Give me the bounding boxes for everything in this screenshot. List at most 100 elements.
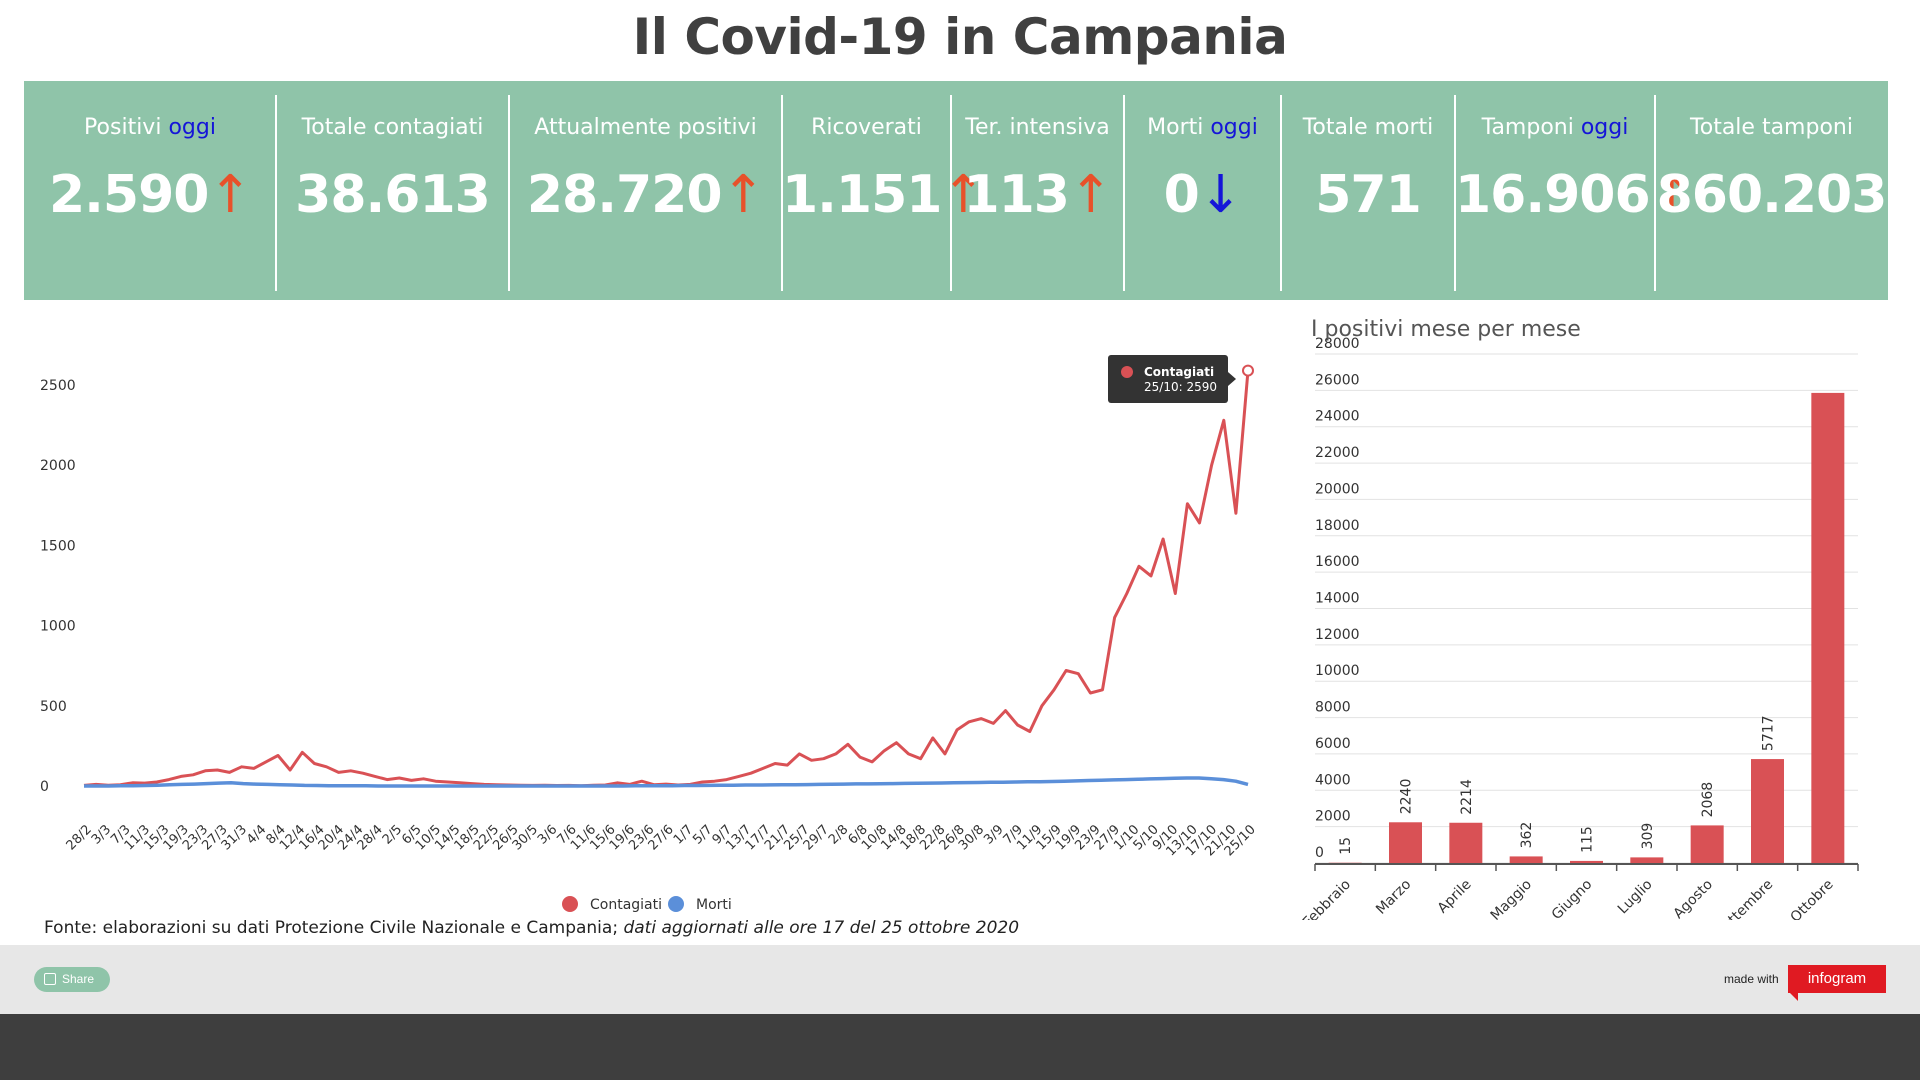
- stat-value-text: 28.720: [526, 165, 723, 225]
- stat-separator: [950, 95, 952, 291]
- infogram-logo[interactable]: infogram: [1788, 965, 1886, 993]
- stat-label: Ricoverati: [782, 115, 951, 140]
- stat-separator: [1280, 95, 1282, 291]
- bar-value-label: 309: [1640, 823, 1656, 850]
- arrow-up-icon: ↑: [721, 165, 766, 225]
- series-line-contagiati: [83, 370, 1250, 788]
- share-label: Share: [62, 972, 95, 986]
- stat-separator: [275, 95, 277, 291]
- bar-y-tick: 4000: [1315, 772, 1351, 788]
- bar-y-tick: 26000: [1315, 372, 1360, 388]
- stat-label-text: Totale contagiati: [301, 115, 484, 140]
- bar-category-label: Agosto: [1670, 877, 1716, 920]
- tooltip-dot: [1121, 366, 1133, 378]
- bar-y-tick: 2000: [1315, 809, 1351, 825]
- tooltip-series: Contagiati: [1144, 365, 1214, 379]
- stat-value: 113↑: [951, 165, 1124, 225]
- stat-0: Positivi oggi 2.590↑: [24, 81, 276, 300]
- arrow-up-icon: ↑: [1068, 165, 1113, 225]
- bar-value-label: 362: [1519, 822, 1535, 849]
- arrow-up-icon: ↑: [208, 165, 252, 225]
- stat-value: 2.590↑: [24, 165, 276, 225]
- stat-value-text: 860.203: [1656, 165, 1888, 225]
- share-icon: [44, 973, 56, 985]
- stat-value: 860.203: [1655, 165, 1888, 225]
- bar-category-label: Febbraio: [1300, 877, 1354, 920]
- stat-label-text: Ricoverati: [811, 115, 922, 140]
- bar-y-tick: 22000: [1315, 445, 1360, 461]
- arrow-down-icon: ↓: [1198, 165, 1243, 225]
- source-note: Fonte: elaborazioni su dati Protezione C…: [44, 918, 1019, 938]
- bar-value-label: 15: [1338, 837, 1354, 855]
- stat-2: Attualmente positivi 28.720↑: [509, 81, 782, 300]
- source-text: Fonte: elaborazioni su dati Protezione C…: [44, 918, 624, 938]
- stat-label: Totale contagiati: [276, 115, 509, 140]
- stat-label: Totale morti: [1281, 115, 1455, 140]
- arrow-up-icon: ↑: [941, 165, 985, 225]
- bar-category-label: Maggio: [1488, 877, 1535, 920]
- bar-aprile: [1449, 822, 1483, 863]
- stat-value-text: 38.613: [295, 165, 491, 225]
- stat-label: Morti oggi: [1124, 115, 1281, 140]
- stat-label-text: Positivi: [84, 115, 169, 140]
- bar-marzo: [1389, 822, 1422, 863]
- bar-luglio: [1630, 857, 1664, 863]
- made-with-text: made with: [1724, 972, 1779, 986]
- stat-value-text: 1.151: [782, 165, 942, 225]
- source-updated: dati aggiornati alle ore 17 del 25 ottob…: [623, 918, 1020, 938]
- bar-category-label: Aprile: [1435, 877, 1475, 917]
- legend-dot-morti: [668, 896, 684, 912]
- stat-label-oggi: oggi: [1210, 115, 1258, 140]
- stat-8: Totale tamponi 860.203: [1655, 81, 1888, 300]
- tooltip-value: 25/10: 2590: [1144, 380, 1217, 394]
- bar-giugno: [1570, 860, 1603, 863]
- stat-value-text: 571: [1315, 165, 1422, 225]
- line-y-tick: 0: [40, 779, 49, 795]
- stat-separator: [508, 95, 510, 291]
- bar-agosto: [1690, 825, 1724, 863]
- stat-label-text: Totale tamponi: [1690, 115, 1853, 140]
- stat-separator: [1654, 95, 1656, 291]
- tooltip-box: [1108, 355, 1228, 403]
- tooltip-pointer: [1228, 372, 1236, 386]
- bar-y-tick: 0: [1315, 845, 1324, 861]
- stat-separator: [1454, 95, 1456, 291]
- bar-y-tick: 18000: [1315, 518, 1360, 534]
- bar-category-label: Ottobre: [1788, 877, 1837, 920]
- bar-y-tick: 8000: [1315, 700, 1351, 716]
- stat-value: 16.906↑: [1455, 165, 1693, 225]
- logo-tail: [1788, 991, 1798, 1001]
- bar-y-tick: 24000: [1315, 409, 1360, 425]
- share-button[interactable]: Share: [34, 967, 110, 992]
- stat-5: Morti oggi 0↓: [1124, 81, 1281, 300]
- stat-label-text: Tamponi: [1481, 115, 1581, 140]
- stat-label-text: Attualmente positivi: [534, 115, 757, 140]
- bar-value-label: 5717: [1761, 715, 1777, 751]
- bar-ottobre: [1811, 392, 1845, 863]
- stat-separator: [1123, 95, 1125, 291]
- bar-maggio: [1509, 856, 1543, 863]
- stat-4: Ter. intensiva 113↑: [951, 81, 1124, 300]
- stat-label: Totale tamponi: [1655, 115, 1888, 140]
- stat-label-text: Morti: [1147, 115, 1211, 140]
- stat-value-text: 16.906: [1455, 165, 1651, 225]
- stat-value: 0↓: [1124, 165, 1281, 225]
- bar-category-label: Settembre: [1713, 877, 1776, 920]
- stat-separator: [781, 95, 783, 291]
- line-y-tick: 1000: [40, 619, 76, 635]
- bar-y-tick: 10000: [1315, 663, 1360, 679]
- bar-value-label: 2068: [1700, 782, 1716, 818]
- bar-settembre: [1751, 759, 1784, 863]
- bar-y-tick: 14000: [1315, 591, 1360, 607]
- stat-label: Attualmente positivi: [509, 115, 782, 140]
- footer-bar: Share made with infogram: [0, 945, 1920, 1014]
- stat-value-text: 113: [963, 165, 1070, 225]
- legend-dot-contagiati: [562, 896, 578, 912]
- arrow-up-icon: ↑: [1649, 165, 1694, 225]
- stat-value: 1.151↑: [782, 165, 985, 225]
- stat-label-text: Totale morti: [1302, 115, 1434, 140]
- stat-6: Totale morti 571: [1281, 81, 1455, 300]
- stat-label: Positivi oggi: [24, 115, 276, 140]
- stat-label: Ter. intensiva: [951, 115, 1124, 140]
